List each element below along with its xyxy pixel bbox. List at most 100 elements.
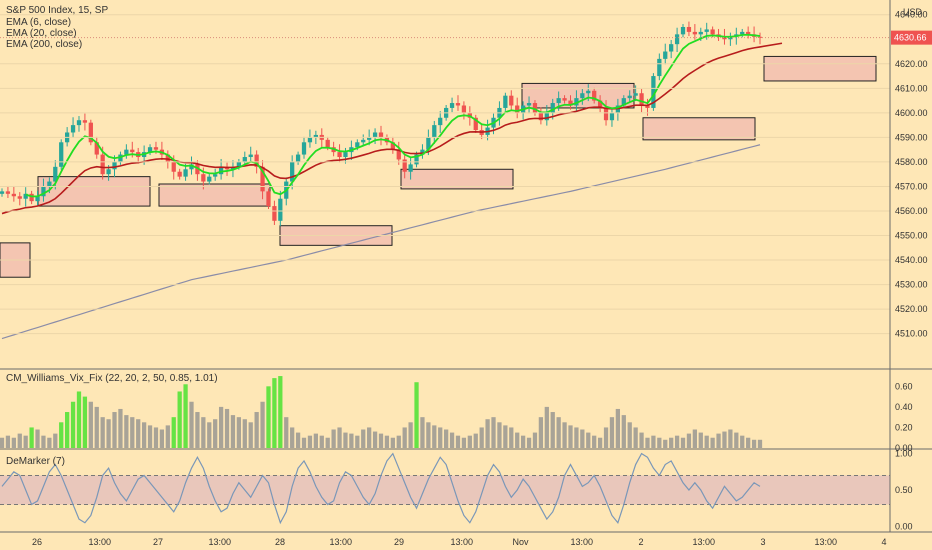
vix-fix-bar [53,433,58,448]
candle-body [420,149,425,155]
demarker-legend: DeMarker (7) [6,456,65,467]
vix-fix-bar [408,422,413,448]
vix-fix-bar [426,422,431,448]
candle-body [361,139,366,143]
vix-fix-bar [449,432,455,448]
vix-fix-bar [633,427,638,448]
vix-fix-bar [266,386,271,448]
candle-body [544,112,549,121]
vix-fix-bar [35,429,40,448]
vix-fix-bar [722,431,727,448]
vix-fix-bar [438,427,443,448]
ema-slow-legend: EMA (20, close) [6,28,77,39]
vix-fix-bar [396,435,401,448]
vix-fix-bar [378,433,384,448]
vix-fix-pane[interactable] [0,376,763,448]
vix-fix-bar [669,437,674,448]
time-tick-label: 27 [153,537,163,547]
ema-fast-legend: EMA (6, close) [6,17,71,28]
demarker-pane[interactable] [0,452,890,525]
last-price-tag [891,30,932,45]
candle-body [633,93,638,96]
candle-body [177,171,182,177]
vix-fix-bar [692,429,697,448]
price-tick-label: 4540.00 [895,255,928,265]
candle-body [580,93,585,99]
vix-fix-bar [432,425,437,448]
vix-fix-bar [757,439,763,448]
candle-body [171,161,176,172]
price-pane[interactable] [0,21,890,340]
candle-body [23,193,28,199]
candle-body [94,142,99,155]
candle-body [562,98,567,101]
candle-body [603,107,609,121]
candle-body [710,29,715,35]
vix-fix-bar [455,435,461,448]
time-tick-label: 2 [639,537,644,547]
vix-fix-bar [467,435,472,448]
candle-body [213,174,218,177]
ema-6-line [25,33,761,198]
candle-body [651,76,656,108]
vix-fix-bar [254,412,259,448]
vix-fix-bar [639,432,644,448]
candle-body [538,112,544,121]
time-tick-label: 26 [32,537,42,547]
candle-body [657,58,662,77]
candle-body [53,166,58,182]
vix-fix-bar [420,417,425,448]
vix-fix-bar [728,429,733,448]
candle-body [248,154,253,158]
vix-fix-bar [402,427,407,448]
candle-body [325,139,330,148]
vix-fix-bar [550,412,555,448]
vix-fix-bar [230,415,236,448]
vix-fix-bar [651,435,656,448]
vix-fix-bar [485,419,490,448]
candle-body [59,142,64,167]
vix-fix-bar [526,437,532,448]
vix-fix-bar [201,417,206,448]
vix-fix-bar [580,429,585,448]
candle-body [515,105,520,113]
vix-fix-bar [621,415,626,448]
vix-fix-bar [586,432,591,448]
vix-fix-bar [349,433,354,448]
vix-fix-bar [130,417,135,448]
vix-fix-bar [491,417,496,448]
candle-body [183,169,188,177]
candle-body [254,154,259,167]
time-tick-label: 13:00 [571,537,594,547]
price-tick-label: 4520.00 [895,304,928,314]
candle-body [355,142,360,148]
candle-body [260,166,265,192]
vix-fix-bar [278,376,283,448]
last-price-label: 4630.66 [894,33,927,43]
candle-body [526,103,532,106]
vix-fix-bar [609,417,615,448]
vix-fix-bar [76,391,82,448]
demarker-band [0,475,890,505]
price-tick-label: 4590.00 [895,132,928,142]
vix-fix-bar [301,437,307,448]
candle-body [307,137,313,143]
vix-fix-bar [532,432,538,448]
candle-body [278,198,283,221]
vix-fix-bar [213,419,218,448]
vix-fix-bar [544,406,549,448]
vix-fix-bar [716,433,721,448]
candle-body [692,31,697,35]
candle-body [165,154,170,162]
candle-body [378,132,384,138]
supply-demand-zone [158,183,271,207]
candle-body [124,149,129,155]
vix-fix-bar [171,417,176,448]
vix-fix-bar [47,437,52,448]
candle-body [17,196,22,199]
candle-body [503,95,508,108]
candle-body [592,90,597,101]
demarker-line [1,452,761,525]
candle-body [11,193,16,197]
vix-fix-bar [372,431,378,448]
